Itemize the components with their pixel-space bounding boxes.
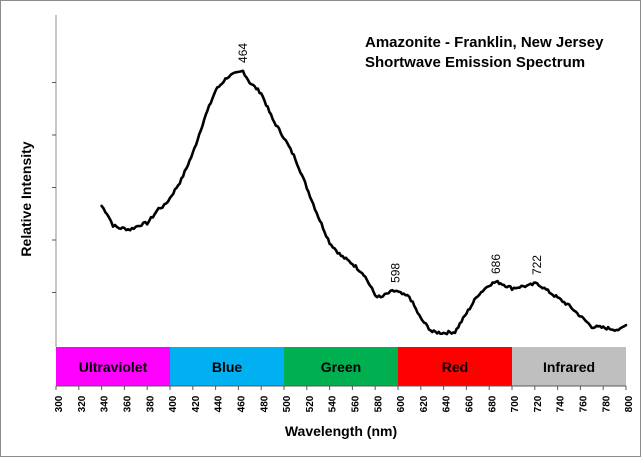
peak-label-722: 722 [530,255,544,275]
x-tick-label: 500 [282,395,293,412]
peak-labels: 464 598 686 722 [236,43,544,283]
axes: 300 320 340 360 380 400 420 440 460 480 500 520 540 5… [52,15,635,412]
x-tick-label: 420 [191,395,202,412]
band-blue [170,347,284,386]
x-tick-label: 620 [419,395,430,412]
band-green [284,347,398,386]
chart-title: Amazonite - Franklin, New Jersey [365,34,604,51]
x-tick-label: 520 [305,395,316,412]
x-tick-label: 400 [168,395,179,412]
x-tick-label: 300 [54,395,65,412]
x-tick-label: 560 [351,395,362,412]
x-tick-label: 360 [123,395,134,412]
band-infrared [512,347,626,386]
x-tick-label: 340 [100,395,111,412]
x-tick-label: 540 [328,395,339,412]
x-tick-label: 720 [533,395,544,412]
x-tick-label: 600 [396,395,407,412]
x-tick-label: 800 [624,395,635,412]
series-line [100,69,628,336]
x-ticks: 300 320 340 360 380 400 420 440 460 480 500 520 540 5… [54,385,635,412]
y-ticks [52,82,56,293]
x-tick-label: 320 [77,395,88,412]
chart-subtitle: Shortwave Emission Spectrum [365,54,585,71]
x-tick-label: 780 [601,395,612,412]
peak-label-464: 464 [236,43,250,63]
x-axis-title: Wavelength (nm) [285,423,397,439]
x-tick-label: 480 [259,395,270,412]
band-label-blue: Blue [212,359,243,375]
band-label-red: Red [442,359,468,375]
x-tick-label: 660 [465,395,476,412]
band-red [398,347,512,386]
x-tick-label: 440 [214,395,225,412]
y-axis-title: Relative Intensity [18,141,34,256]
band-label-infrared: Infrared [543,359,595,375]
x-tick-label: 580 [373,395,384,412]
x-tick-label: 640 [442,395,453,412]
peak-label-598: 598 [389,263,403,283]
x-tick-label: 700 [510,395,521,412]
band-label-ultraviolet: Ultraviolet [79,359,148,375]
band-label-green: Green [321,359,361,375]
x-tick-label: 740 [556,395,567,412]
x-tick-label: 380 [145,395,156,412]
x-tick-label: 760 [579,395,590,412]
spectrum-bands: Ultraviolet Blue Green Red Infrared [56,347,626,386]
peak-label-686: 686 [489,254,503,274]
x-tick-label: 680 [487,395,498,412]
x-tick-label: 460 [237,395,248,412]
band-ultraviolet [56,347,170,386]
